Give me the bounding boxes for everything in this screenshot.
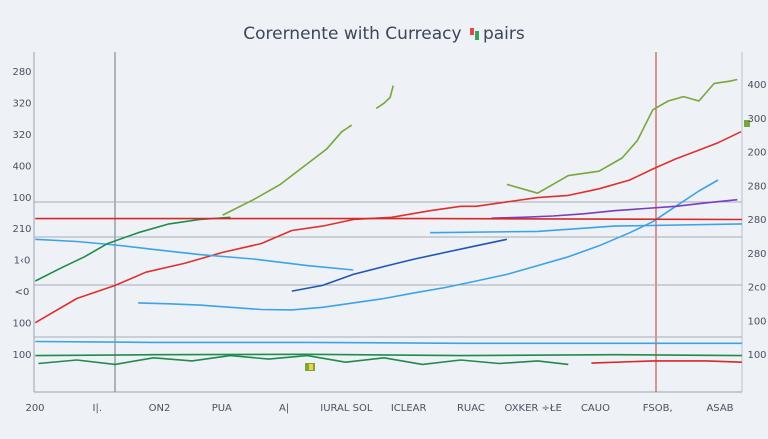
series-2-line-0 [291, 238, 508, 292]
x-tick-5: IURAL SOL [320, 403, 373, 414]
y-tick-right-5: 280 [747, 249, 766, 260]
series-1-line-0 [34, 130, 742, 324]
x-tick-4: A| [279, 403, 289, 414]
y-tick-right-1: 300 [747, 114, 766, 125]
y-tick-left-2: 320 [12, 130, 31, 141]
series-3-line-3 [430, 223, 742, 234]
x-tick-6: ICLEAR [391, 403, 427, 414]
y-tick-right-2: 200 [747, 148, 766, 159]
y-tick-right-3: 280 [747, 181, 766, 192]
x-tick-0: 200 [25, 403, 44, 414]
x-tick-3: PUA [212, 403, 232, 414]
y-tick-left-9: 100 [12, 350, 31, 361]
y-tick-left-0: 280 [12, 67, 31, 78]
y-tick-right-6: 2c0 [748, 283, 766, 294]
series-0-line-2 [506, 78, 738, 194]
y-tick-labels-right: 400 300 200 280 280 280 2c0 100 100 [747, 80, 766, 361]
y-tick-left-5: 210 [12, 224, 31, 235]
plot-frame [33, 52, 743, 393]
y-tick-left-8: 100 [12, 319, 31, 330]
series-5-line-1 [38, 354, 569, 366]
x-tick-labels: 200 I|. ON2 PUA A| IURAL SOL ICLEAR RUAC OXKER ÷… [25, 403, 733, 414]
y-tick-right-4: 280 [747, 215, 766, 226]
y-tick-labels-left: 280 320 320 400 100 210 1‹0 <0 100 100 [12, 67, 31, 361]
series-5-line-0 [34, 216, 231, 282]
y-tick-left-4: 100 [12, 193, 31, 204]
start-marker-inner [309, 364, 313, 370]
x-tick-9: CAUO [581, 403, 610, 414]
chart-title: Corernente with Curreacy pairs [0, 24, 768, 44]
y-tick-right-8: 100 [747, 350, 766, 361]
series-3-line-0 [138, 179, 719, 311]
series-0-line-1 [222, 124, 353, 216]
x-tick-7: RUAC [457, 403, 485, 414]
series-6-line-0 [591, 360, 742, 364]
series-6-line-1 [35, 217, 742, 221]
marker-layer [305, 120, 750, 371]
series-4-line-0 [491, 198, 738, 219]
series-3-line-1 [35, 238, 354, 271]
chart-title-suffix: pairs [482, 24, 525, 44]
title-flag-icon [469, 28, 479, 40]
y-tick-right-7: 100 [747, 316, 766, 327]
chart-title-text: Corernente with Curreacy [243, 24, 462, 44]
x-tick-1: I|. [93, 403, 103, 414]
x-tick-11: ASAB [706, 403, 733, 414]
y-tick-left-7: <0 [15, 287, 30, 298]
series-0-line-0 [375, 85, 394, 110]
y-tick-left-3: 400 [12, 161, 31, 172]
y-tick-left-6: 1‹0 [14, 256, 31, 267]
x-tick-10: FSOB, [643, 403, 673, 414]
x-tick-2: ON2 [149, 403, 171, 414]
end-marker-green [744, 120, 750, 127]
y-tick-left-1: 320 [12, 98, 31, 109]
x-tick-8: OXKER ÷ŁE [504, 403, 561, 414]
series-5-line-2 [35, 353, 742, 357]
series-3-line-2 [35, 340, 742, 345]
series-layer [34, 78, 742, 366]
y-tick-right-0: 400 [747, 80, 766, 91]
